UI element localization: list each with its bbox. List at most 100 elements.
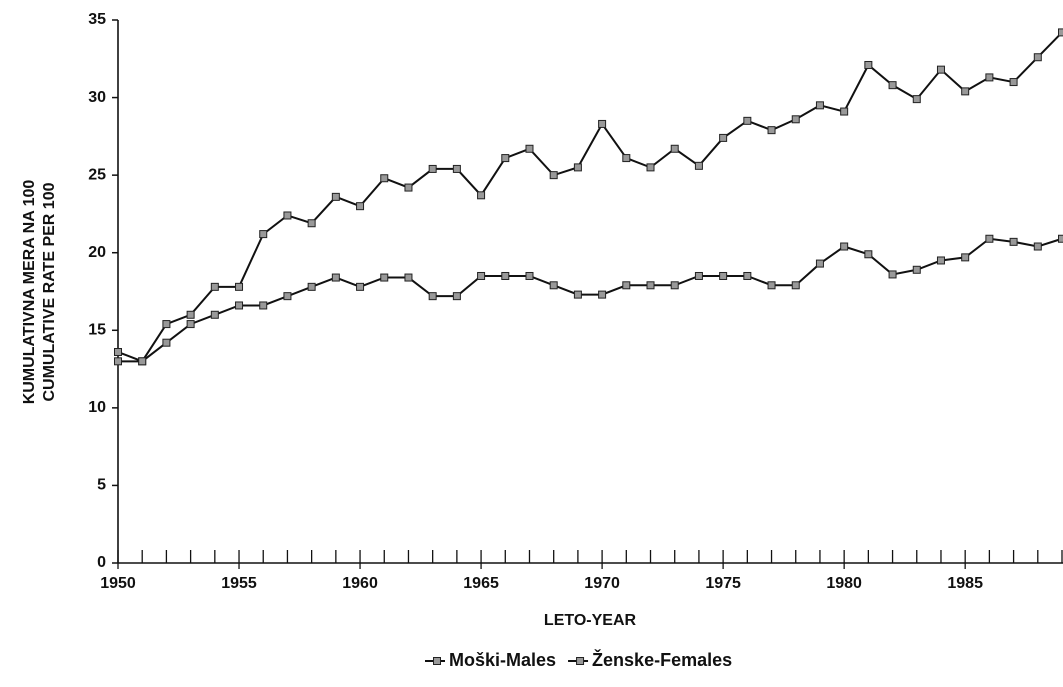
- data-point: [477, 271, 486, 280]
- data-point: [888, 270, 897, 279]
- data-point: [622, 154, 631, 163]
- data-point: [1058, 28, 1063, 37]
- data-point: [719, 271, 728, 280]
- data-point: [259, 230, 268, 239]
- data-point: [936, 256, 945, 265]
- data-point: [791, 281, 800, 290]
- data-point: [283, 292, 292, 301]
- legend-label: Moški-Males: [449, 650, 556, 670]
- data-point: [138, 357, 147, 366]
- x-tick-label: 1960: [342, 575, 378, 592]
- legend-marker: [576, 657, 585, 665]
- data-point: [573, 290, 582, 299]
- series-line: [118, 31, 1063, 363]
- legend-marker: [433, 657, 441, 665]
- data-point: [912, 95, 921, 104]
- data-point: [864, 250, 873, 259]
- data-point: [525, 271, 534, 280]
- data-point: [477, 191, 486, 200]
- data-point: [694, 161, 703, 170]
- data-point: [114, 348, 122, 357]
- data-point: [331, 273, 340, 282]
- y-tick-label: 30: [88, 89, 106, 106]
- data-point: [331, 192, 340, 201]
- x-tick-label: 1955: [221, 575, 257, 592]
- data-point: [501, 154, 510, 163]
- data-point: [961, 253, 970, 262]
- data-point: [719, 133, 728, 142]
- data-point: [646, 281, 655, 290]
- data-point: [888, 81, 897, 90]
- data-point: [162, 320, 171, 329]
- y-tick-label: 5: [97, 477, 106, 494]
- data-point: [235, 301, 244, 310]
- data-point: [356, 202, 365, 211]
- data-point: [1009, 237, 1018, 246]
- data-point: [428, 292, 437, 301]
- data-point: [646, 163, 655, 172]
- data-point: [985, 234, 994, 243]
- data-point: [210, 282, 219, 291]
- data-point: [670, 144, 679, 153]
- y-tick-label: 10: [88, 399, 106, 416]
- data-point: [1058, 234, 1063, 243]
- data-point: [210, 310, 219, 319]
- data-point: [985, 73, 994, 82]
- data-point: [573, 163, 582, 172]
- data-point: [694, 271, 703, 280]
- data-point: [428, 164, 437, 173]
- y-axis-label: CUMULATIVE RATE PER 100: [41, 182, 58, 401]
- data-point: [936, 65, 945, 74]
- x-tick-label: 1980: [826, 575, 862, 592]
- data-point: [186, 310, 195, 319]
- data-point: [743, 271, 752, 280]
- data-point: [283, 211, 292, 220]
- data-point: [670, 281, 679, 290]
- data-point: [815, 101, 824, 110]
- data-point: [356, 282, 365, 291]
- x-tick-label: 1950: [100, 575, 136, 592]
- legend-label: Ženske-Females: [592, 649, 732, 670]
- data-point: [864, 60, 873, 69]
- data-point: [1033, 53, 1042, 62]
- data-point: [501, 271, 510, 280]
- data-point: [549, 281, 558, 290]
- x-tick-label: 1965: [463, 575, 499, 592]
- x-tick-label: 1985: [947, 575, 983, 592]
- data-point: [452, 292, 461, 301]
- data-point: [767, 126, 776, 135]
- data-point: [380, 174, 389, 183]
- series-line: [117, 237, 1063, 363]
- data-point: [525, 144, 534, 153]
- data-point: [186, 320, 195, 329]
- data-point: [380, 273, 389, 282]
- data-point: [598, 290, 607, 299]
- data-point: [307, 282, 316, 291]
- y-tick-label: 25: [88, 166, 106, 183]
- y-tick-label: 15: [88, 322, 106, 339]
- y-tick-label: 35: [88, 11, 106, 28]
- data-point: [840, 107, 849, 116]
- data-point: [162, 338, 171, 347]
- y-tick-label: 20: [88, 244, 106, 261]
- data-point: [791, 115, 800, 124]
- data-point: [743, 116, 752, 125]
- data-point: [452, 164, 461, 173]
- data-point: [598, 119, 607, 128]
- data-point: [840, 242, 849, 251]
- x-axis-label: LETO-YEAR: [544, 612, 637, 629]
- x-tick-label: 1970: [584, 575, 620, 592]
- data-point: [404, 273, 413, 282]
- data-point: [622, 281, 631, 290]
- y-axis-label: KUMULATIVNA MERA NA 100: [21, 180, 38, 405]
- y-tick-label: 0: [97, 554, 106, 571]
- data-point: [307, 219, 316, 228]
- data-point: [912, 265, 921, 274]
- data-point: [767, 281, 776, 290]
- x-tick-label: 1975: [705, 575, 741, 592]
- data-point: [235, 282, 244, 291]
- data-point: [1009, 78, 1018, 87]
- data-point: [1033, 242, 1042, 251]
- data-point: [961, 87, 970, 96]
